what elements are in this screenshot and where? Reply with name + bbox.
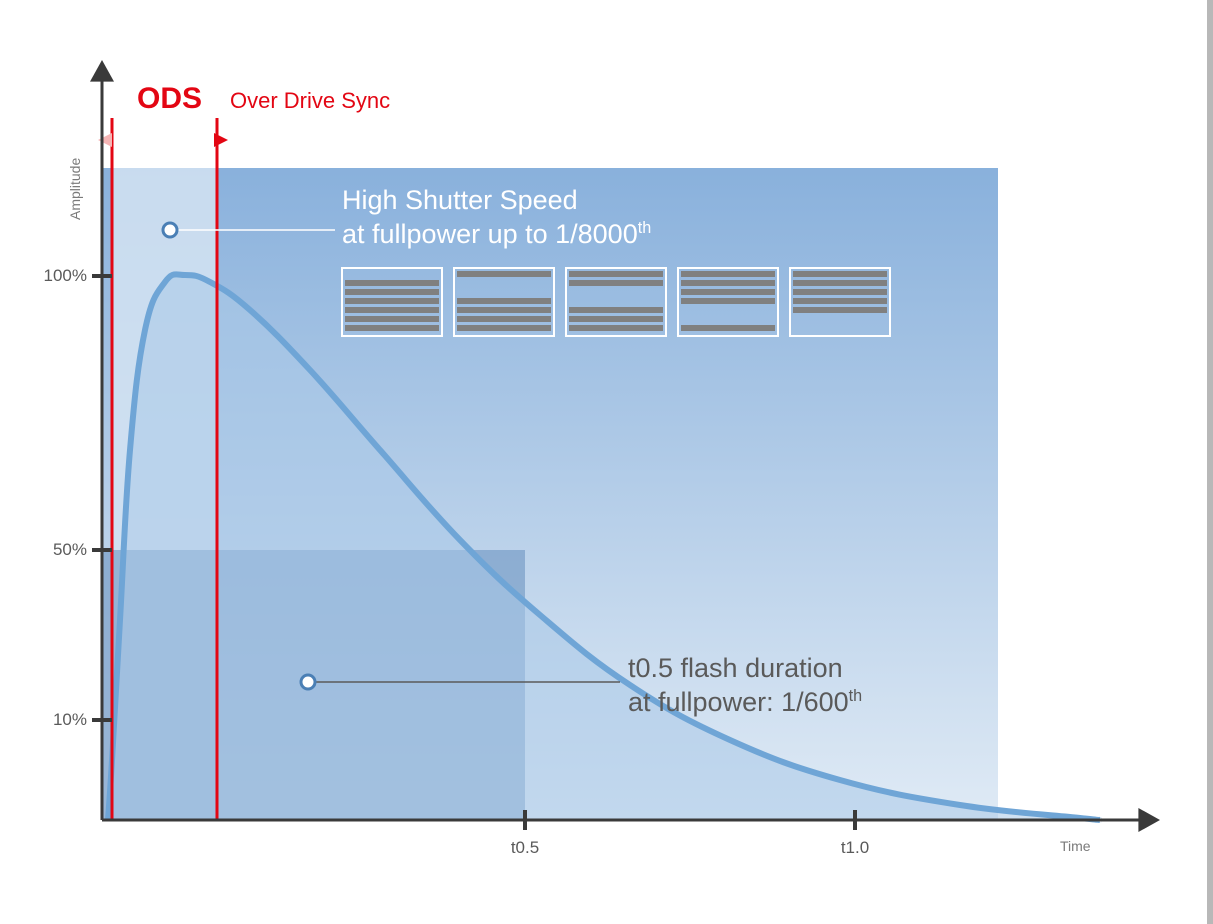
t05-annotation-text: t0.5 flash duration at fullpower: 1/600t… [628, 652, 862, 720]
hss-line1: High Shutter Speed [342, 185, 578, 215]
y-axis-label: Amplitude [67, 158, 83, 220]
chart-svg [0, 0, 1207, 924]
hss-line2: at fullpower up to 1/8000 [342, 219, 638, 249]
x-axis-arrowhead [1138, 808, 1160, 832]
hss-line2-sup: th [638, 219, 652, 237]
y-tick-label: 10% [32, 710, 87, 730]
x-tick-label: t0.5 [495, 838, 555, 858]
ods-subtitle: Over Drive Sync [230, 88, 390, 114]
y-axis-arrowhead [90, 60, 114, 82]
x-axis-label: Time [1060, 838, 1091, 854]
ods-title: ODS [137, 82, 202, 116]
t05-line2-sup: th [849, 687, 863, 705]
ods-double-arrow [98, 133, 228, 147]
side-strip [1207, 0, 1213, 924]
t05-line2: at fullpower: 1/600 [628, 687, 849, 717]
y-tick-label: 50% [32, 540, 87, 560]
y-tick-label: 100% [32, 266, 87, 286]
x-tick-label: t1.0 [825, 838, 885, 858]
chart-container: ODS Over Drive Sync High Shutter Speed a… [0, 0, 1207, 924]
t05-line1: t0.5 flash duration [628, 653, 843, 683]
hss-annotation-text: High Shutter Speed at fullpower up to 1/… [342, 184, 651, 252]
